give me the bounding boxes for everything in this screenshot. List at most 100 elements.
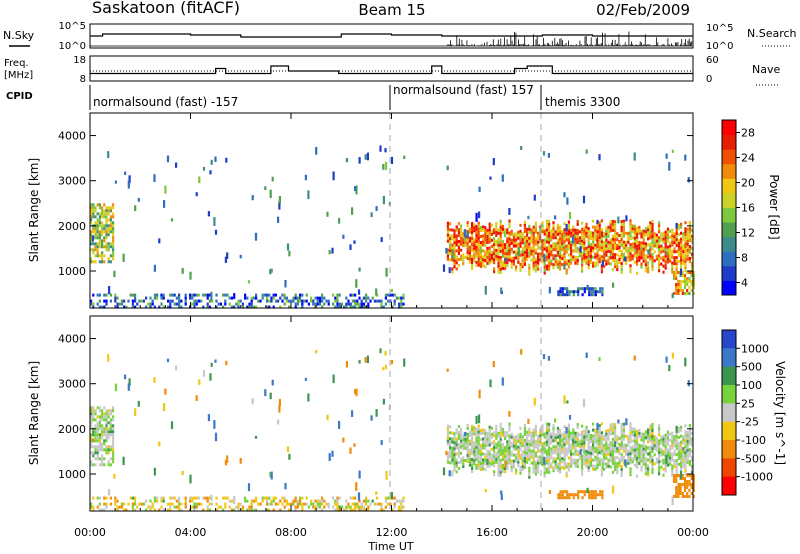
power-cell bbox=[675, 235, 678, 239]
velocity-cell bbox=[364, 357, 367, 363]
velocity-cell bbox=[493, 455, 496, 459]
power-cell bbox=[112, 254, 115, 258]
power-cell bbox=[565, 235, 568, 239]
velocity-cell bbox=[449, 449, 452, 453]
velocity-cell bbox=[561, 460, 564, 464]
velocity-cell bbox=[501, 454, 504, 458]
velocity-cell bbox=[534, 451, 537, 455]
velocity-cell bbox=[671, 496, 674, 506]
power-cell bbox=[677, 223, 680, 227]
velocity-colorbar-tick-label: -500 bbox=[741, 452, 766, 465]
power-cell bbox=[570, 231, 573, 235]
velocity-cell bbox=[482, 467, 485, 471]
power-cell bbox=[510, 229, 513, 233]
velocity-cell bbox=[310, 502, 313, 506]
power-cell bbox=[497, 264, 500, 268]
velocity-cell bbox=[601, 490, 604, 494]
power-cell bbox=[658, 266, 661, 270]
velocity-cell bbox=[683, 477, 687, 480]
velocity-cell bbox=[666, 433, 669, 437]
velocity-cell bbox=[655, 457, 658, 461]
velocity-cell bbox=[680, 428, 683, 432]
power-cell bbox=[668, 162, 671, 171]
velocity-cell bbox=[574, 443, 577, 447]
velocity-cell bbox=[362, 508, 365, 512]
power-cell bbox=[611, 225, 614, 229]
velocity-cell bbox=[495, 460, 498, 464]
power-cell bbox=[559, 249, 562, 253]
velocity-cell bbox=[92, 409, 95, 413]
velocity-cell bbox=[552, 430, 555, 434]
n-search-tick-bottom: 10^0 bbox=[706, 41, 733, 52]
velocity-cell bbox=[682, 450, 685, 454]
velocity-cell bbox=[675, 425, 678, 433]
power-cell bbox=[296, 302, 299, 306]
power-cell bbox=[105, 248, 108, 252]
power-cell bbox=[499, 261, 502, 265]
velocity-cell bbox=[526, 460, 529, 464]
power-cell bbox=[594, 287, 597, 291]
power-cell bbox=[563, 243, 566, 247]
power-cell bbox=[614, 262, 617, 266]
power-cell bbox=[103, 299, 106, 303]
power-cell bbox=[94, 245, 97, 249]
power-cell bbox=[682, 232, 685, 236]
power-cell bbox=[571, 236, 575, 244]
power-cell bbox=[380, 305, 383, 309]
power-cell bbox=[539, 228, 542, 232]
power-cell bbox=[96, 224, 99, 228]
power-cell bbox=[356, 302, 359, 306]
velocity-cell bbox=[354, 496, 357, 500]
velocity-cell bbox=[609, 453, 612, 457]
power-cell bbox=[162, 305, 165, 309]
power-cell bbox=[644, 245, 647, 249]
power-cell bbox=[471, 234, 474, 237]
power-cell bbox=[530, 228, 533, 232]
velocity-cell bbox=[638, 461, 641, 465]
power-cell bbox=[627, 255, 630, 259]
power-cell bbox=[98, 254, 101, 258]
velocity-cell bbox=[530, 461, 533, 465]
velocity-cell bbox=[688, 480, 691, 483]
velocity-cell bbox=[681, 483, 684, 486]
power-cell bbox=[688, 239, 691, 242]
velocity-cell bbox=[649, 427, 652, 431]
velocity-cell bbox=[642, 438, 645, 442]
velocity-cell bbox=[633, 430, 636, 434]
power-cell bbox=[605, 247, 608, 251]
power-cell bbox=[605, 259, 608, 263]
power-cell bbox=[682, 244, 685, 248]
power-cell bbox=[490, 232, 493, 236]
velocity-cell bbox=[252, 508, 255, 512]
power-cell bbox=[230, 305, 233, 309]
velocity-cell bbox=[351, 410, 354, 417]
power-cell bbox=[519, 235, 522, 239]
power-cell bbox=[389, 293, 392, 297]
velocity-cell bbox=[567, 426, 570, 430]
power-cell bbox=[550, 247, 553, 251]
power-cell bbox=[642, 235, 645, 239]
velocity-cell bbox=[539, 449, 542, 453]
power-cell bbox=[532, 267, 535, 271]
velocity-cell bbox=[566, 400, 569, 404]
velocity-cell bbox=[607, 446, 610, 450]
velocity-cell bbox=[493, 464, 496, 468]
velocity-cell bbox=[484, 453, 487, 457]
velocity-cell bbox=[453, 447, 456, 451]
velocity-cell bbox=[301, 496, 304, 500]
velocity-cell bbox=[576, 462, 579, 465]
velocity-cell bbox=[647, 452, 650, 456]
power-cell bbox=[686, 292, 689, 295]
velocity-cell bbox=[331, 450, 334, 457]
power-cell bbox=[112, 248, 115, 252]
power-cell bbox=[552, 227, 555, 231]
power-cell bbox=[671, 149, 674, 153]
velocity-cell bbox=[585, 449, 588, 453]
power-cell bbox=[488, 258, 491, 262]
velocity-cell bbox=[355, 482, 358, 491]
velocity-cell bbox=[475, 433, 478, 437]
velocity-cell bbox=[504, 446, 507, 450]
power-cell bbox=[655, 236, 658, 240]
power-cell bbox=[629, 243, 632, 247]
power-cell bbox=[537, 252, 540, 256]
